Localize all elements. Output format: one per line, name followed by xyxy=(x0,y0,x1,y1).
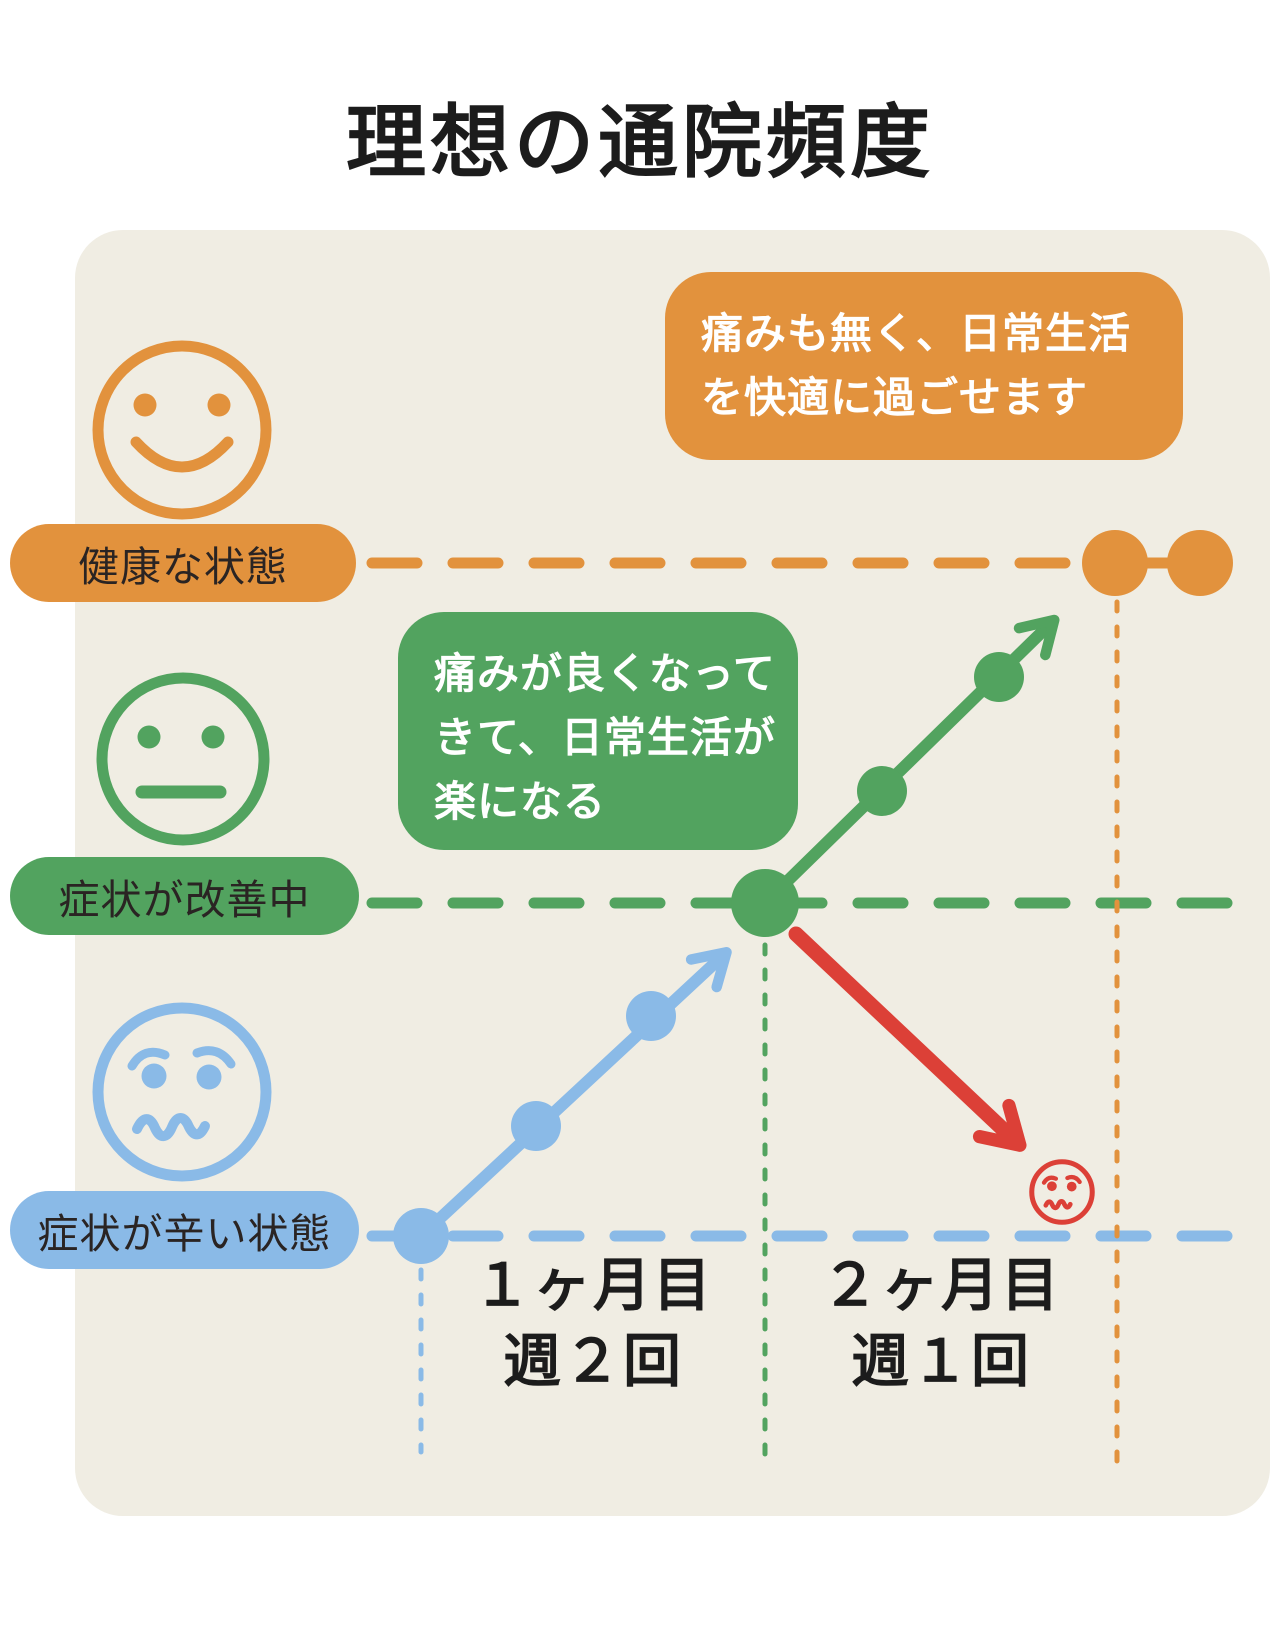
relapse-arrow xyxy=(788,926,1027,1152)
suffering-level-pill: 症状が辛い状態 xyxy=(10,1191,359,1269)
month2-label: ２ヶ月目 xyxy=(820,1253,1061,1318)
worried-face-icon xyxy=(92,1002,272,1182)
healthy-level-pill: 健康な状態 xyxy=(10,524,356,602)
suffering-level-label: 症状が辛い状態 xyxy=(37,1211,332,1257)
improving-level-label: 症状が改善中 xyxy=(58,877,311,923)
month2-progress-arrow xyxy=(731,614,1060,937)
improving-bubble-line1: 痛みが良くなって xyxy=(434,650,776,697)
smiling-face-icon xyxy=(92,340,272,520)
healthy-bubble-line1: 痛みも無く、日常生活 xyxy=(701,310,1132,357)
healthy-speech-bubble: 痛みも無く、日常生活 を快適に過ごせます xyxy=(665,272,1183,460)
month2-frequency: 週１回 xyxy=(850,1329,1031,1394)
improving-level-pill: 症状が改善中 xyxy=(10,857,359,935)
maintenance-dots xyxy=(1082,530,1233,596)
healthy-level-label: 健康な状態 xyxy=(78,544,288,590)
month1-axis-label: １ヶ月目 週２回 xyxy=(433,1248,753,1400)
month1-label: １ヶ月目 xyxy=(472,1253,713,1318)
month1-frequency: 週２回 xyxy=(502,1329,683,1394)
month1-progress-arrow xyxy=(393,946,732,1264)
improving-bubble-line3: 楽になる xyxy=(434,778,607,825)
improving-speech-bubble: 痛みが良くなって きて、日常生活が 楽になる xyxy=(398,612,798,850)
neutral-face-icon xyxy=(96,672,270,846)
healthy-bubble-line2: を快適に過ごせます xyxy=(701,374,1089,421)
month2-axis-label: ２ヶ月目 週１回 xyxy=(781,1248,1101,1400)
page-title: 理想の通院頻度 xyxy=(346,98,934,187)
relapse-worried-face-icon xyxy=(1029,1159,1095,1225)
improving-bubble-line2: きて、日常生活が xyxy=(434,714,776,761)
